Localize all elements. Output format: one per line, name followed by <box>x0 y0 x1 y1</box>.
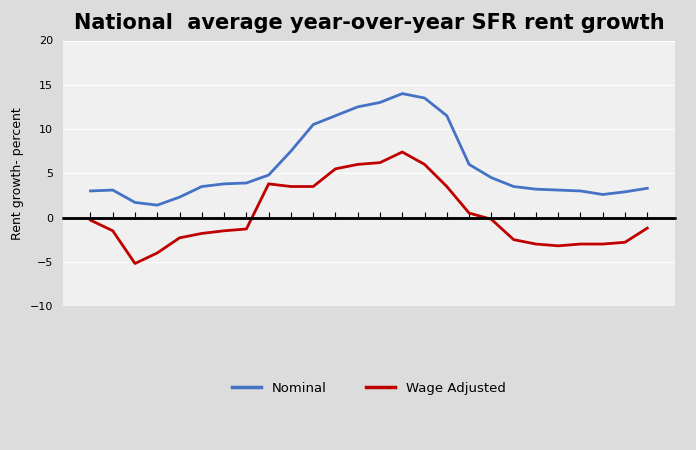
Nominal <box>287 148 295 154</box>
Nominal <box>220 181 228 187</box>
Nominal <box>643 185 651 191</box>
Wage Adjusted <box>532 241 540 247</box>
Wage Adjusted <box>554 243 562 248</box>
Nominal <box>242 180 251 186</box>
Nominal <box>509 184 518 189</box>
Nominal <box>86 188 95 194</box>
Nominal <box>554 187 562 193</box>
Nominal <box>354 104 362 110</box>
Nominal <box>309 122 317 127</box>
Wage Adjusted <box>509 237 518 243</box>
Wage Adjusted <box>443 184 451 189</box>
Wage Adjusted <box>309 184 317 189</box>
Nominal <box>443 113 451 118</box>
Nominal <box>532 186 540 192</box>
Wage Adjusted <box>331 166 340 171</box>
Wage Adjusted <box>398 149 406 155</box>
Wage Adjusted <box>220 228 228 234</box>
Nominal <box>621 189 629 194</box>
Wage Adjusted <box>621 239 629 245</box>
Nominal <box>264 172 273 178</box>
Wage Adjusted <box>487 216 496 222</box>
Nominal <box>153 202 161 208</box>
Nominal <box>131 200 139 205</box>
Nominal <box>331 113 340 118</box>
Legend: Nominal, Wage Adjusted: Nominal, Wage Adjusted <box>227 377 511 400</box>
Nominal <box>576 188 585 194</box>
Wage Adjusted <box>643 225 651 231</box>
Wage Adjusted <box>109 228 117 234</box>
Wage Adjusted <box>465 211 473 216</box>
Wage Adjusted <box>376 160 384 165</box>
Nominal <box>599 192 607 197</box>
Wage Adjusted <box>153 250 161 256</box>
Y-axis label: Rent growth- percent: Rent growth- percent <box>11 107 24 239</box>
Wage Adjusted <box>576 241 585 247</box>
Line: Nominal: Nominal <box>90 94 647 205</box>
Nominal <box>175 194 184 200</box>
Nominal <box>487 175 496 180</box>
Nominal <box>420 95 429 101</box>
Wage Adjusted <box>354 162 362 167</box>
Wage Adjusted <box>86 217 95 223</box>
Title: National  average year-over-year SFR rent growth: National average year-over-year SFR rent… <box>74 14 664 33</box>
Nominal <box>198 184 206 189</box>
Nominal <box>398 91 406 96</box>
Line: Wage Adjusted: Wage Adjusted <box>90 152 647 264</box>
Wage Adjusted <box>287 184 295 189</box>
Wage Adjusted <box>198 231 206 236</box>
Wage Adjusted <box>599 241 607 247</box>
Nominal <box>465 162 473 167</box>
Wage Adjusted <box>264 181 273 187</box>
Wage Adjusted <box>420 162 429 167</box>
Nominal <box>109 187 117 193</box>
Nominal <box>376 100 384 105</box>
Wage Adjusted <box>175 235 184 241</box>
Wage Adjusted <box>242 226 251 232</box>
Wage Adjusted <box>131 261 139 266</box>
